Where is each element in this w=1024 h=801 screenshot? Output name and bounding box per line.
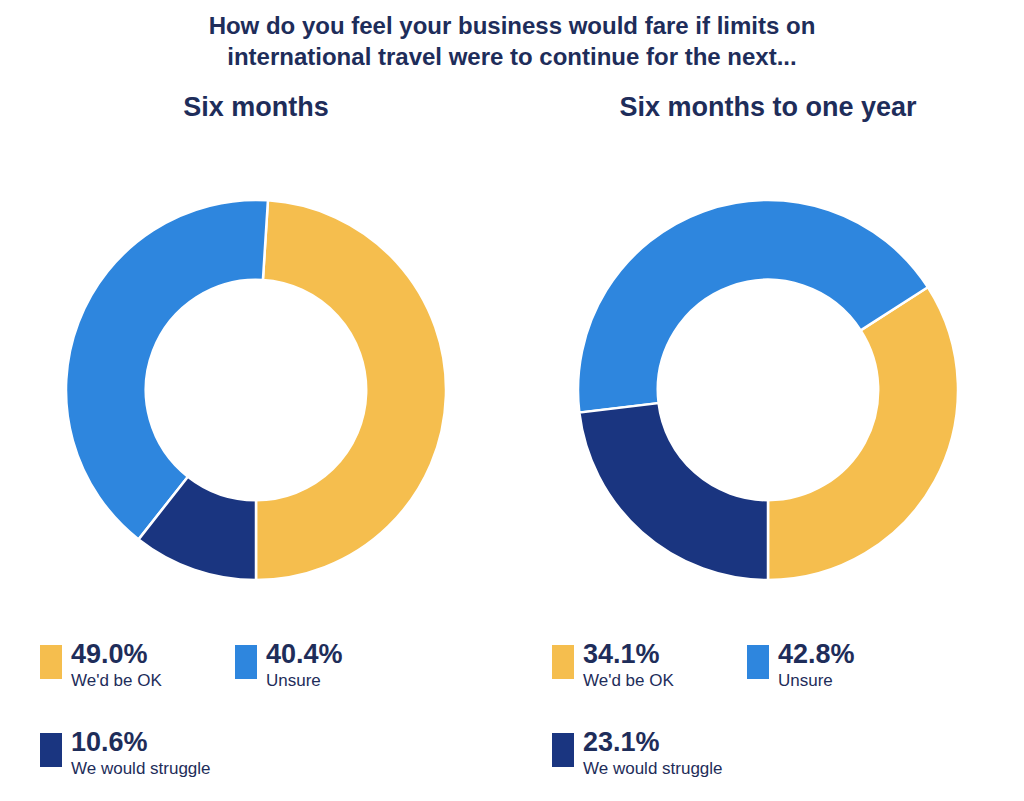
legend-swatch: [235, 645, 257, 679]
legend-label: We would struggle: [71, 759, 211, 778]
donut-slice: [66, 200, 268, 539]
donut-slice: [768, 287, 958, 580]
donut-chart: Six months 49.0% We'd be OK 40.4% Unsure 10.6…: [40, 92, 446, 778]
legend-label: We'd be OK: [583, 671, 674, 690]
legend-label: Unsure: [778, 671, 833, 690]
title-line: How do you feel your business would fare…: [209, 12, 816, 39]
legend: 49.0% We'd be OK 40.4% Unsure 10.6% We would …: [40, 639, 343, 778]
legend: 34.1% We'd be OK 42.8% Unsure 23.1% We would …: [552, 639, 855, 778]
legend-swatch: [747, 645, 769, 679]
subtitle: Six months: [183, 92, 329, 122]
subtitle: Six months to one year: [619, 92, 917, 122]
donut-chart: Six months to one year 34.1% We'd be OK 42.…: [552, 92, 958, 778]
legend-value: 40.4%: [266, 639, 343, 669]
legend-value: 23.1%: [583, 727, 660, 757]
legend-value: 10.6%: [71, 727, 148, 757]
legend-label: We'd be OK: [71, 671, 162, 690]
legend-label: We would struggle: [583, 759, 723, 778]
title: How do you feel your business would fare…: [209, 12, 816, 70]
legend-swatch: [40, 645, 62, 679]
legend-label: Unsure: [266, 671, 321, 690]
donut-slice: [139, 477, 256, 580]
legend-swatch: [40, 733, 62, 767]
title-line: international travel were to continue fo…: [227, 43, 796, 70]
legend-value: 42.8%: [778, 639, 855, 669]
background: [0, 0, 1024, 801]
donut-slice: [256, 200, 446, 580]
legend-swatch: [552, 733, 574, 767]
legend-value: 49.0%: [71, 639, 148, 669]
legend-swatch: [552, 645, 574, 679]
chart-canvas: How do you feel your business would fare…: [0, 0, 1024, 801]
donut-slice: [578, 200, 928, 413]
donut-slice: [579, 403, 768, 580]
legend-value: 34.1%: [583, 639, 660, 669]
